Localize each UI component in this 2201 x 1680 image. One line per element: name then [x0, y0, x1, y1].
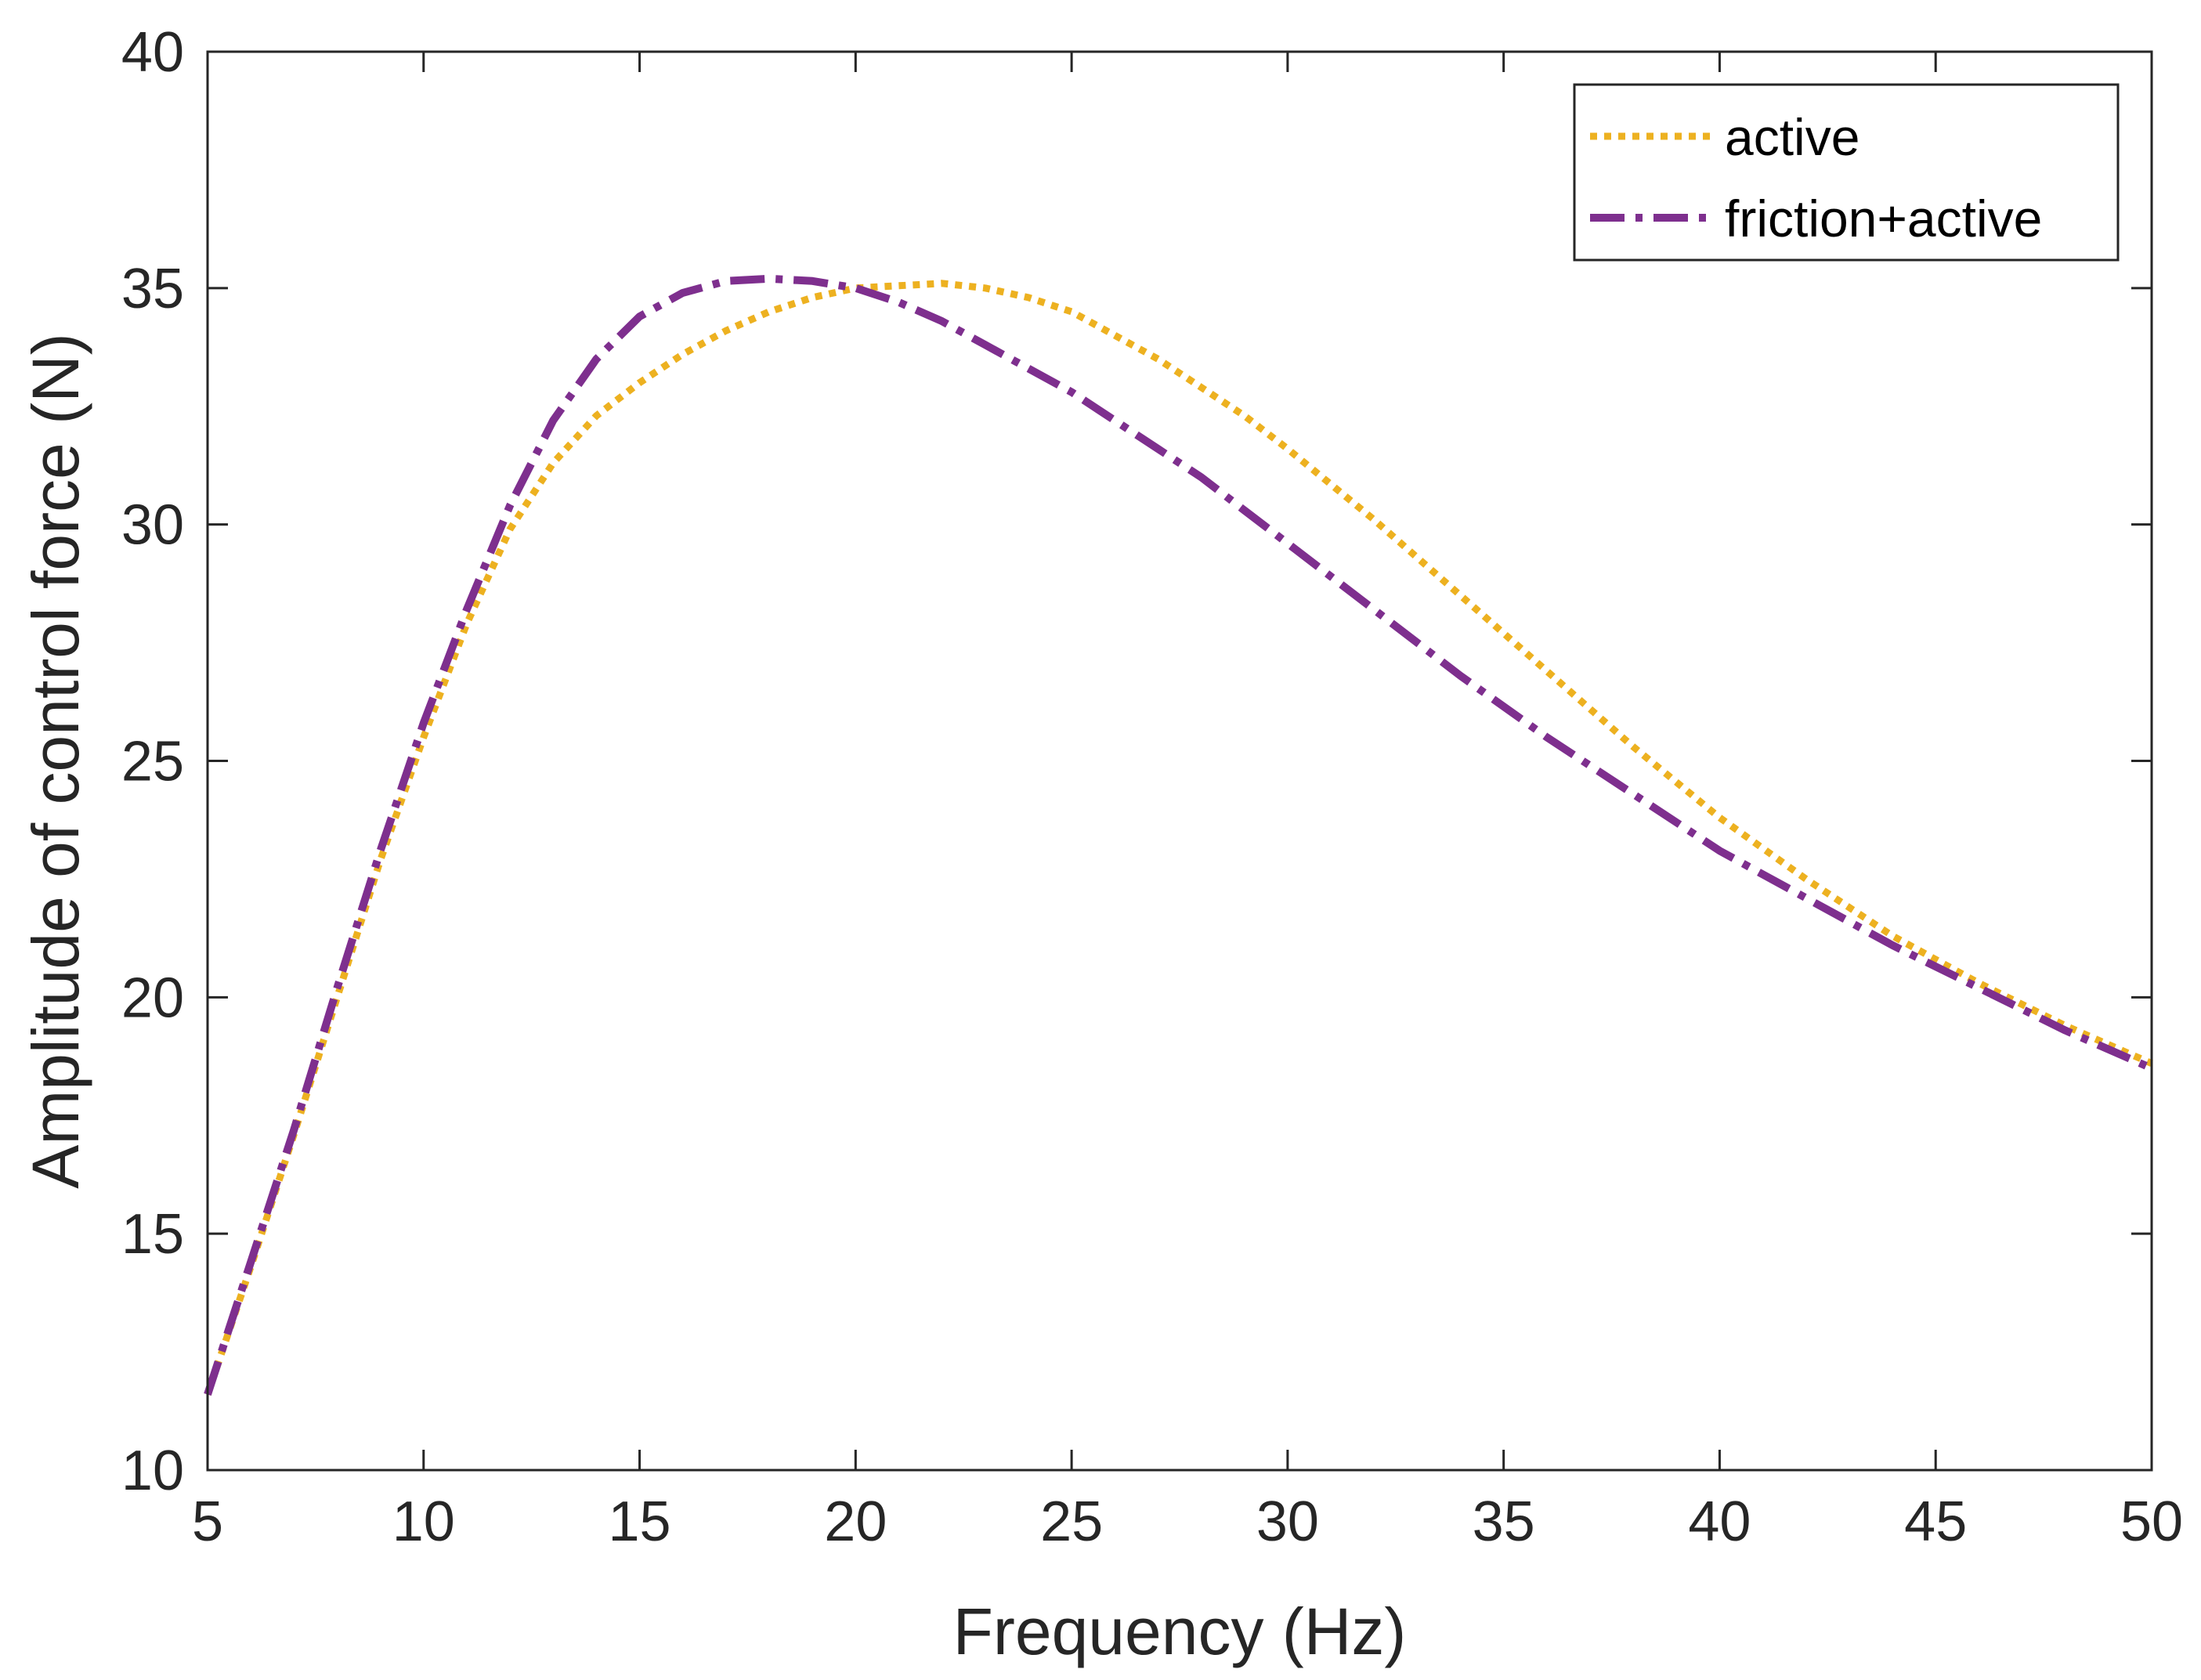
x-tick-label: 15 [609, 1490, 671, 1553]
x-tick-label: 25 [1040, 1490, 1103, 1553]
legend-box [1573, 83, 2120, 262]
y-tick-label: 25 [121, 731, 184, 793]
x-tick-label: 30 [1256, 1490, 1319, 1553]
legend-label-active: active [1725, 108, 1859, 166]
legend-label-friction-active: friction+active [1725, 190, 2042, 247]
y-tick-label: 10 [121, 1440, 184, 1502]
plot-area [208, 52, 2152, 1470]
y-tick-label: 40 [121, 21, 184, 84]
x-tick-label: 40 [1688, 1490, 1751, 1553]
y-tick-labels: 10 15 20 25 30 35 40 [121, 21, 184, 1502]
x-tick-label: 5 [192, 1490, 223, 1553]
x-tick-label: 45 [1904, 1490, 1967, 1553]
y-tick-label: 20 [121, 966, 184, 1029]
y-tick-label: 35 [121, 258, 184, 320]
series-layer [204, 274, 2154, 1396]
y-tick-label: 15 [121, 1203, 184, 1266]
x-tick-labels: 5 10 15 20 25 30 35 40 45 50 [192, 1490, 2183, 1553]
legend[interactable]: active friction+active [1573, 83, 2120, 262]
axes-box [206, 50, 2153, 1472]
y-tick-label: 30 [121, 494, 184, 557]
y-axis-label: Amplitude of control force (N) [19, 333, 92, 1188]
x-tick-label: 50 [2120, 1490, 2183, 1553]
x-tick-label: 20 [824, 1490, 887, 1553]
x-tick-label: 10 [392, 1490, 455, 1553]
series-line-active [204, 280, 2153, 1396]
x-tick-label: 35 [1473, 1490, 1535, 1553]
x-axis-label: Frequency (Hz) [953, 1595, 1407, 1668]
